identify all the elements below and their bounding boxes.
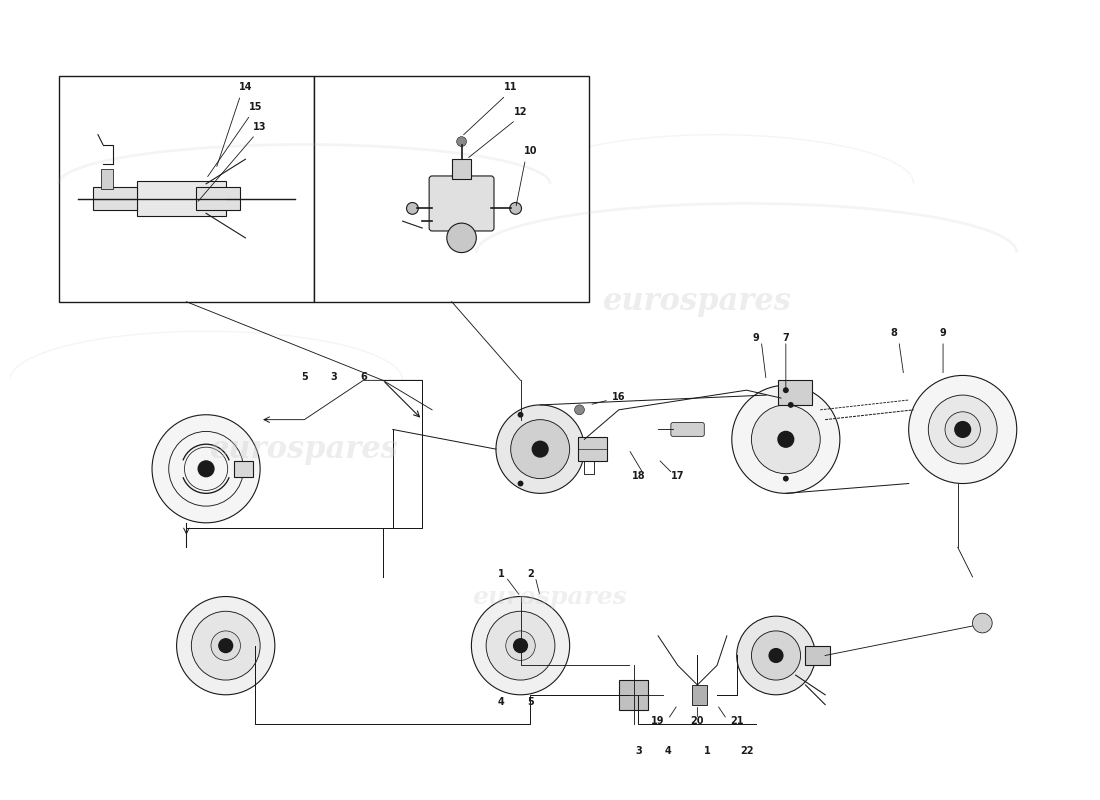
Text: 5: 5	[527, 697, 534, 706]
Text: 15: 15	[249, 102, 262, 112]
Text: 12: 12	[514, 107, 527, 117]
Text: 14: 14	[239, 82, 252, 93]
Circle shape	[945, 412, 980, 447]
Text: 8: 8	[891, 328, 898, 338]
Circle shape	[514, 638, 527, 653]
Circle shape	[732, 386, 840, 494]
Text: 2: 2	[527, 569, 534, 579]
Text: 10: 10	[524, 146, 537, 156]
Circle shape	[783, 387, 789, 393]
Circle shape	[496, 405, 584, 494]
Text: 1: 1	[497, 569, 504, 579]
Circle shape	[518, 412, 524, 418]
FancyBboxPatch shape	[429, 176, 494, 231]
Text: 6: 6	[360, 372, 366, 382]
Circle shape	[778, 431, 794, 447]
Circle shape	[751, 405, 821, 474]
Text: 19: 19	[651, 716, 664, 726]
Circle shape	[532, 442, 548, 457]
Text: 21: 21	[730, 716, 744, 726]
Bar	[315, 76, 590, 302]
Circle shape	[518, 481, 524, 486]
Bar	[578, 438, 607, 461]
Circle shape	[152, 414, 260, 523]
Circle shape	[211, 631, 241, 660]
Text: 3: 3	[330, 372, 338, 382]
Circle shape	[447, 223, 476, 253]
Circle shape	[456, 137, 466, 146]
Circle shape	[407, 202, 418, 214]
Circle shape	[177, 597, 275, 694]
Text: 18: 18	[631, 470, 646, 481]
Text: eurospares: eurospares	[603, 286, 792, 318]
Bar	[101, 169, 112, 189]
Circle shape	[955, 422, 970, 438]
Bar	[233, 461, 253, 477]
Text: 9: 9	[754, 333, 760, 343]
Circle shape	[472, 597, 570, 694]
Text: 4: 4	[497, 697, 504, 706]
Circle shape	[574, 405, 584, 414]
Text: 22: 22	[740, 746, 754, 756]
Text: 11: 11	[504, 82, 517, 93]
Circle shape	[506, 631, 536, 660]
Bar	[196, 186, 241, 210]
Text: eurospares: eurospares	[210, 434, 399, 465]
Bar	[138, 181, 226, 216]
Bar	[805, 646, 830, 666]
Circle shape	[972, 614, 992, 633]
Text: 1: 1	[704, 746, 711, 756]
Circle shape	[788, 402, 794, 408]
Circle shape	[783, 476, 789, 482]
Circle shape	[909, 375, 1016, 483]
Text: 13: 13	[253, 122, 267, 132]
Text: 5: 5	[301, 372, 308, 382]
Circle shape	[198, 461, 213, 477]
Circle shape	[219, 638, 232, 653]
Bar	[778, 380, 813, 405]
Text: 7: 7	[782, 333, 789, 343]
Text: 3: 3	[635, 746, 641, 756]
Bar	[452, 159, 472, 179]
Text: 16: 16	[612, 392, 626, 402]
FancyBboxPatch shape	[671, 422, 704, 436]
Text: 4: 4	[664, 746, 671, 756]
Text: 17: 17	[671, 470, 684, 481]
Text: 20: 20	[691, 716, 704, 726]
Circle shape	[509, 202, 521, 214]
Circle shape	[737, 616, 815, 694]
Circle shape	[751, 631, 801, 680]
Bar	[693, 685, 707, 705]
Circle shape	[928, 395, 997, 464]
Text: 9: 9	[939, 328, 946, 338]
Circle shape	[510, 420, 570, 478]
Bar	[58, 76, 315, 302]
Bar	[619, 680, 648, 710]
Circle shape	[486, 611, 554, 680]
Circle shape	[769, 649, 783, 662]
Text: eurospares: eurospares	[473, 585, 627, 609]
Bar	[94, 186, 138, 210]
Circle shape	[191, 611, 260, 680]
